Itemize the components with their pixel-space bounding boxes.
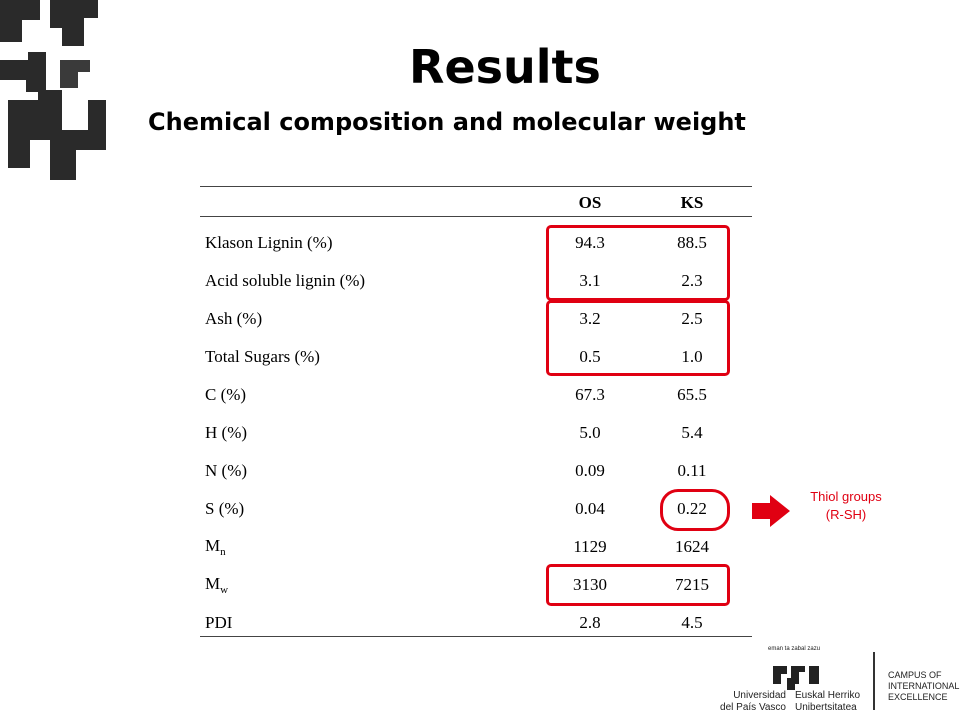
row-label: C (%) [205, 385, 246, 405]
campus-text: CAMPUS OF INTERNATIONAL EXCELLENCE [888, 670, 959, 703]
subtitle: Chemical composition and molecular weigh… [148, 108, 746, 136]
highlight-box [546, 225, 730, 301]
table-cell: 67.3 [575, 385, 605, 404]
highlight-box [546, 300, 730, 376]
logo-line: INTERNATIONAL [888, 681, 960, 691]
logo-line: CAMPUS OF [888, 670, 942, 680]
table-cell: 4.5 [681, 613, 703, 632]
row-label-text: M [205, 535, 221, 555]
table-cell: 2.8 [579, 613, 601, 632]
table-cell: 5.0 [579, 423, 601, 442]
divider [873, 652, 875, 710]
table-cell: 3130 [573, 575, 607, 594]
row-label-text: M [205, 573, 221, 593]
table-cell: 0.5 [579, 347, 601, 366]
table-cell: 3.1 [579, 271, 601, 290]
annotation: Thiol groups [810, 489, 882, 504]
table-cell: 65.5 [677, 385, 707, 404]
row-label-sub: n [220, 546, 226, 559]
row-label-text: N (%) [205, 461, 248, 480]
table-cell: 1.0 [681, 347, 703, 366]
logo-line: Euskal Herriko [795, 690, 861, 701]
row-label: H (%) [205, 423, 247, 443]
row-label: Klason Lignin (%) [205, 233, 332, 253]
row-label: N (%) [205, 461, 247, 481]
row-label: Acid soluble lignin (%) [205, 271, 365, 291]
row-label: S (%) [205, 499, 244, 519]
table-rule [200, 636, 752, 637]
university-emblem [773, 666, 819, 690]
table-cell: 88.5 [677, 233, 707, 252]
highlight-box [660, 489, 730, 531]
table-cell: 0.11 [677, 461, 707, 480]
logo-line: Universidad [733, 690, 786, 701]
table-cell: 3.2 [579, 309, 601, 328]
row-label: Ash (%) [205, 309, 262, 329]
logo-text: Euskal Herriko Unibertsitatea [795, 690, 860, 714]
table-cell: 0.04 [575, 499, 605, 518]
motto: eman ta zabal zazu [768, 646, 821, 652]
table-rule [200, 216, 752, 217]
table-cell: 1624 [675, 537, 709, 556]
column-header: KS [680, 193, 704, 212]
logo-line: Unibertsitatea [795, 702, 857, 713]
table-cell: 1129 [573, 537, 607, 556]
logo-line: EXCELLENCE [888, 692, 948, 702]
logo-line: del País Vasco [720, 702, 786, 713]
row-label: PDI [205, 613, 232, 633]
sculpture-logo [0, 0, 106, 180]
table-cell: 0.09 [575, 461, 605, 480]
row-label: Mw [205, 574, 228, 596]
row-label: Total Sugars (%) [205, 347, 320, 367]
table-cell: 94.3 [575, 233, 605, 252]
table-cell: 7215 [675, 575, 709, 594]
table-cell: 0.22 [677, 499, 707, 518]
row-label-text: H (%) [205, 423, 248, 442]
arrow [752, 495, 790, 527]
row-label-text: Klason Lignin (%) [205, 233, 333, 252]
row-label-text: S (%) [205, 499, 245, 518]
row-label-text: PDI [205, 613, 233, 632]
annotation: (R-SH) [825, 507, 867, 522]
highlight-box [546, 564, 730, 606]
row-label-text: C (%) [205, 385, 247, 404]
row-label: Mn [205, 536, 226, 558]
title: Results [409, 40, 601, 94]
row-label-sub: w [220, 584, 229, 597]
table-rule [200, 186, 752, 187]
row-label-text: Acid soluble lignin (%) [205, 271, 366, 290]
row-label-text: Total Sugars (%) [205, 347, 320, 366]
column-header: OS [578, 193, 602, 212]
row-label-text: Ash (%) [205, 309, 263, 328]
table-cell: 5.4 [681, 423, 703, 442]
logo-text: Universidad del País Vasco [720, 690, 786, 714]
table-cell: 2.5 [681, 309, 703, 328]
table-cell: 2.3 [681, 271, 703, 290]
